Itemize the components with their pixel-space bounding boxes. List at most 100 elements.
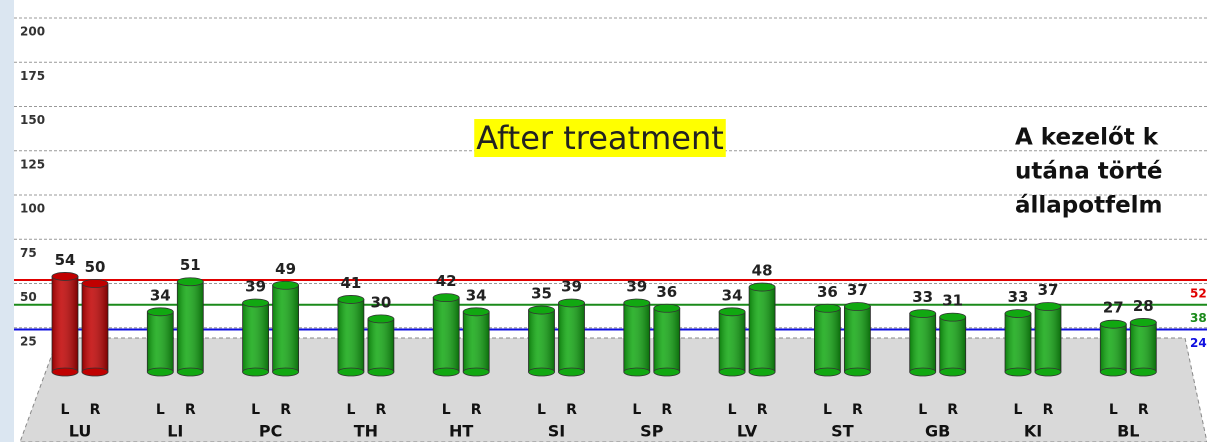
bar-shade (719, 311, 746, 372)
bar-shade (844, 306, 871, 372)
value-label: 48 (752, 262, 773, 280)
annotation: utána törté (1015, 159, 1163, 185)
value-label: 54 (55, 251, 76, 269)
side-label: L (346, 402, 355, 418)
bar-shade (1035, 306, 1061, 372)
value-label: 39 (626, 277, 647, 295)
side-label: L (251, 402, 260, 418)
value-label: 30 (370, 293, 391, 311)
bar-cap (242, 298, 270, 308)
bar-cap (1129, 318, 1157, 327)
value-label: 37 (847, 281, 868, 299)
bar-shade (82, 283, 108, 372)
y-tick-label: 100 (20, 202, 45, 216)
side-label: L (442, 402, 451, 418)
bar-base (272, 367, 300, 377)
bar-base (653, 367, 681, 377)
bar-shade (909, 313, 936, 372)
x-tick-label: BL (1117, 422, 1139, 441)
bar-shade (623, 302, 650, 372)
value-label: 51 (180, 256, 201, 274)
x-tick-label: SI (548, 422, 565, 441)
x-tick-label: ST (831, 422, 854, 441)
bar-cap (432, 293, 460, 303)
bar-cap (81, 279, 109, 288)
bar-shade (147, 311, 174, 372)
side-label: R (471, 402, 482, 418)
bar-shade (272, 285, 299, 372)
bar-base (1129, 367, 1157, 377)
bar-base (462, 367, 490, 377)
value-label: 34 (722, 286, 743, 304)
title-highlight (474, 119, 726, 157)
bar-shade (52, 276, 78, 372)
y-tick-label: 50 (20, 290, 37, 304)
y-tick-label: 150 (20, 113, 45, 127)
side-label: R (566, 402, 577, 418)
bar-cap (176, 277, 204, 287)
reference-label: 52 (1190, 286, 1207, 300)
side-label: R (280, 402, 291, 418)
bar-cap (748, 282, 776, 292)
bar-base (176, 367, 204, 377)
bar-base (146, 367, 174, 377)
bar-shade (939, 317, 966, 372)
y-tick-label: 200 (20, 25, 45, 39)
bar-cap (844, 302, 871, 311)
bar-base (748, 367, 776, 377)
bar-cap (367, 314, 395, 324)
value-label: 34 (150, 286, 171, 304)
bar-cap (1099, 319, 1127, 329)
y-tick-label: 125 (20, 157, 45, 171)
side-label: L (823, 402, 832, 418)
bar-shade (463, 311, 490, 372)
value-label: 33 (912, 288, 933, 306)
bar-shade (528, 310, 555, 372)
side-label: L (156, 402, 165, 418)
reference-label: 24 (1190, 336, 1207, 350)
value-label: 36 (656, 283, 677, 301)
bar-cap (623, 298, 651, 308)
bar-shade (1130, 322, 1157, 372)
bar-base (432, 367, 460, 377)
bar-cap (272, 280, 300, 290)
chart-title: After treatment (476, 119, 724, 157)
side-label: R (376, 402, 387, 418)
bar-base (51, 367, 79, 377)
value-label: 49 (275, 260, 296, 278)
bar-base (528, 367, 555, 377)
bar-cap (1004, 309, 1032, 318)
side-label: L (1109, 402, 1118, 418)
bar-cap (462, 307, 490, 317)
bar-shade (749, 287, 776, 372)
bar-base (909, 367, 937, 377)
x-tick-label: TH (354, 422, 378, 441)
side-label: R (852, 402, 863, 418)
side-label: R (90, 402, 101, 418)
bar-base (718, 367, 746, 377)
bar-cap (653, 303, 681, 313)
left-strip (0, 0, 14, 442)
bar-shade (1100, 324, 1127, 372)
bar-base (1099, 367, 1127, 377)
bar-base (81, 367, 109, 377)
bar-cap (814, 303, 841, 313)
value-label: 28 (1133, 297, 1154, 315)
value-label: 41 (340, 274, 361, 292)
side-label: L (61, 402, 70, 418)
bar-cap (718, 307, 746, 317)
x-tick-label: SP (640, 422, 664, 441)
bar-shade (337, 299, 364, 372)
side-label: R (947, 402, 958, 418)
x-tick-label: PC (259, 422, 282, 441)
value-label: 34 (466, 286, 487, 304)
value-label: 31 (942, 292, 963, 310)
side-label: L (632, 402, 641, 418)
bar-cap (1034, 302, 1062, 311)
value-label: 39 (245, 277, 266, 295)
x-tick-label: GB (925, 422, 950, 441)
side-label: R (185, 402, 196, 418)
bar-base (242, 367, 270, 377)
bar-base (1004, 367, 1032, 377)
